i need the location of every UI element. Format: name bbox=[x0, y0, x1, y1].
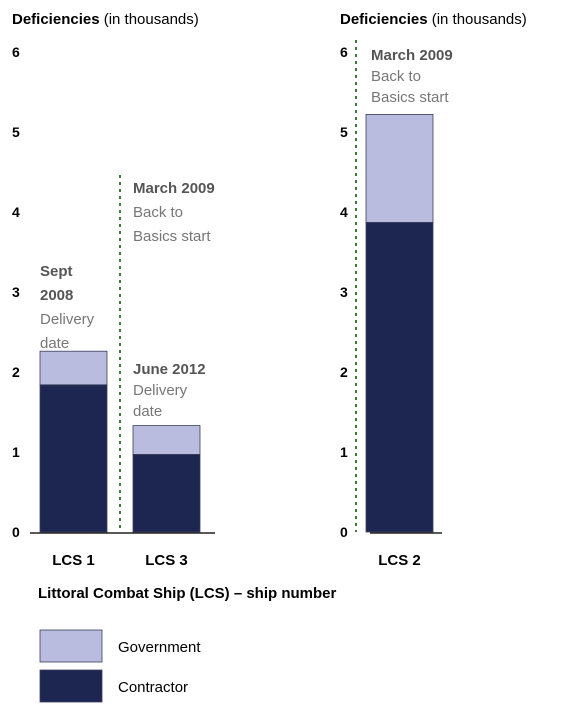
y-tick-label: 0 bbox=[12, 524, 20, 540]
annotation-text: date bbox=[133, 403, 162, 420]
annotation-text: Basics start bbox=[133, 228, 211, 245]
chart-title: Deficiencies (in thousands) bbox=[12, 11, 199, 28]
chart-title: Deficiencies (in thousands) bbox=[340, 11, 527, 28]
y-tick-label: 6 bbox=[340, 44, 348, 60]
y-tick-label: 3 bbox=[12, 284, 20, 300]
chart-title-unit: (in thousands) bbox=[100, 11, 199, 28]
annotation-text: Delivery bbox=[40, 311, 95, 328]
y-tick-label: 3 bbox=[340, 284, 348, 300]
annotation-date: Sept bbox=[40, 263, 73, 280]
annotation-text: date bbox=[40, 335, 69, 352]
legend-swatch bbox=[39, 669, 103, 703]
y-tick-label: 1 bbox=[12, 444, 20, 460]
annotation-date: March 2009 bbox=[133, 180, 215, 197]
legend-swatch bbox=[39, 629, 103, 663]
legend-label: Government bbox=[118, 639, 201, 656]
x-axis-label: Littoral Combat Ship (LCS) – ship number bbox=[38, 585, 337, 602]
annotation-text: Back to bbox=[371, 68, 421, 85]
y-tick-label: 6 bbox=[12, 44, 20, 60]
annotation-date: March 2009 bbox=[371, 47, 453, 64]
y-tick-label: 5 bbox=[340, 124, 348, 140]
bar-contractor bbox=[365, 221, 434, 533]
chart-title-bold: Deficiencies bbox=[12, 11, 100, 28]
bar-contractor bbox=[132, 453, 201, 533]
y-tick-label: 2 bbox=[12, 364, 20, 380]
annotation-date: June 2012 bbox=[133, 361, 206, 378]
y-tick-label: 4 bbox=[340, 204, 348, 220]
category-label: LCS 3 bbox=[145, 552, 188, 569]
chart-title-unit: (in thousands) bbox=[428, 11, 527, 28]
annotation-date: 2008 bbox=[40, 287, 73, 304]
annotation-text: Delivery bbox=[133, 382, 188, 399]
annotation-text: Basics start bbox=[371, 89, 449, 106]
y-tick-label: 5 bbox=[12, 124, 20, 140]
annotation-text: Back to bbox=[133, 204, 183, 221]
y-tick-label: 2 bbox=[340, 364, 348, 380]
bar-government bbox=[39, 350, 108, 386]
bar-contractor bbox=[39, 384, 108, 533]
category-label: LCS 1 bbox=[52, 552, 95, 569]
category-label: LCS 2 bbox=[378, 552, 421, 569]
chart-title-bold: Deficiencies bbox=[340, 11, 428, 28]
legend-label: Contractor bbox=[118, 679, 188, 696]
bar-government bbox=[132, 425, 201, 455]
y-tick-label: 1 bbox=[340, 444, 348, 460]
bar-government bbox=[365, 114, 434, 223]
y-tick-label: 4 bbox=[12, 204, 20, 220]
y-tick-label: 0 bbox=[340, 524, 348, 540]
